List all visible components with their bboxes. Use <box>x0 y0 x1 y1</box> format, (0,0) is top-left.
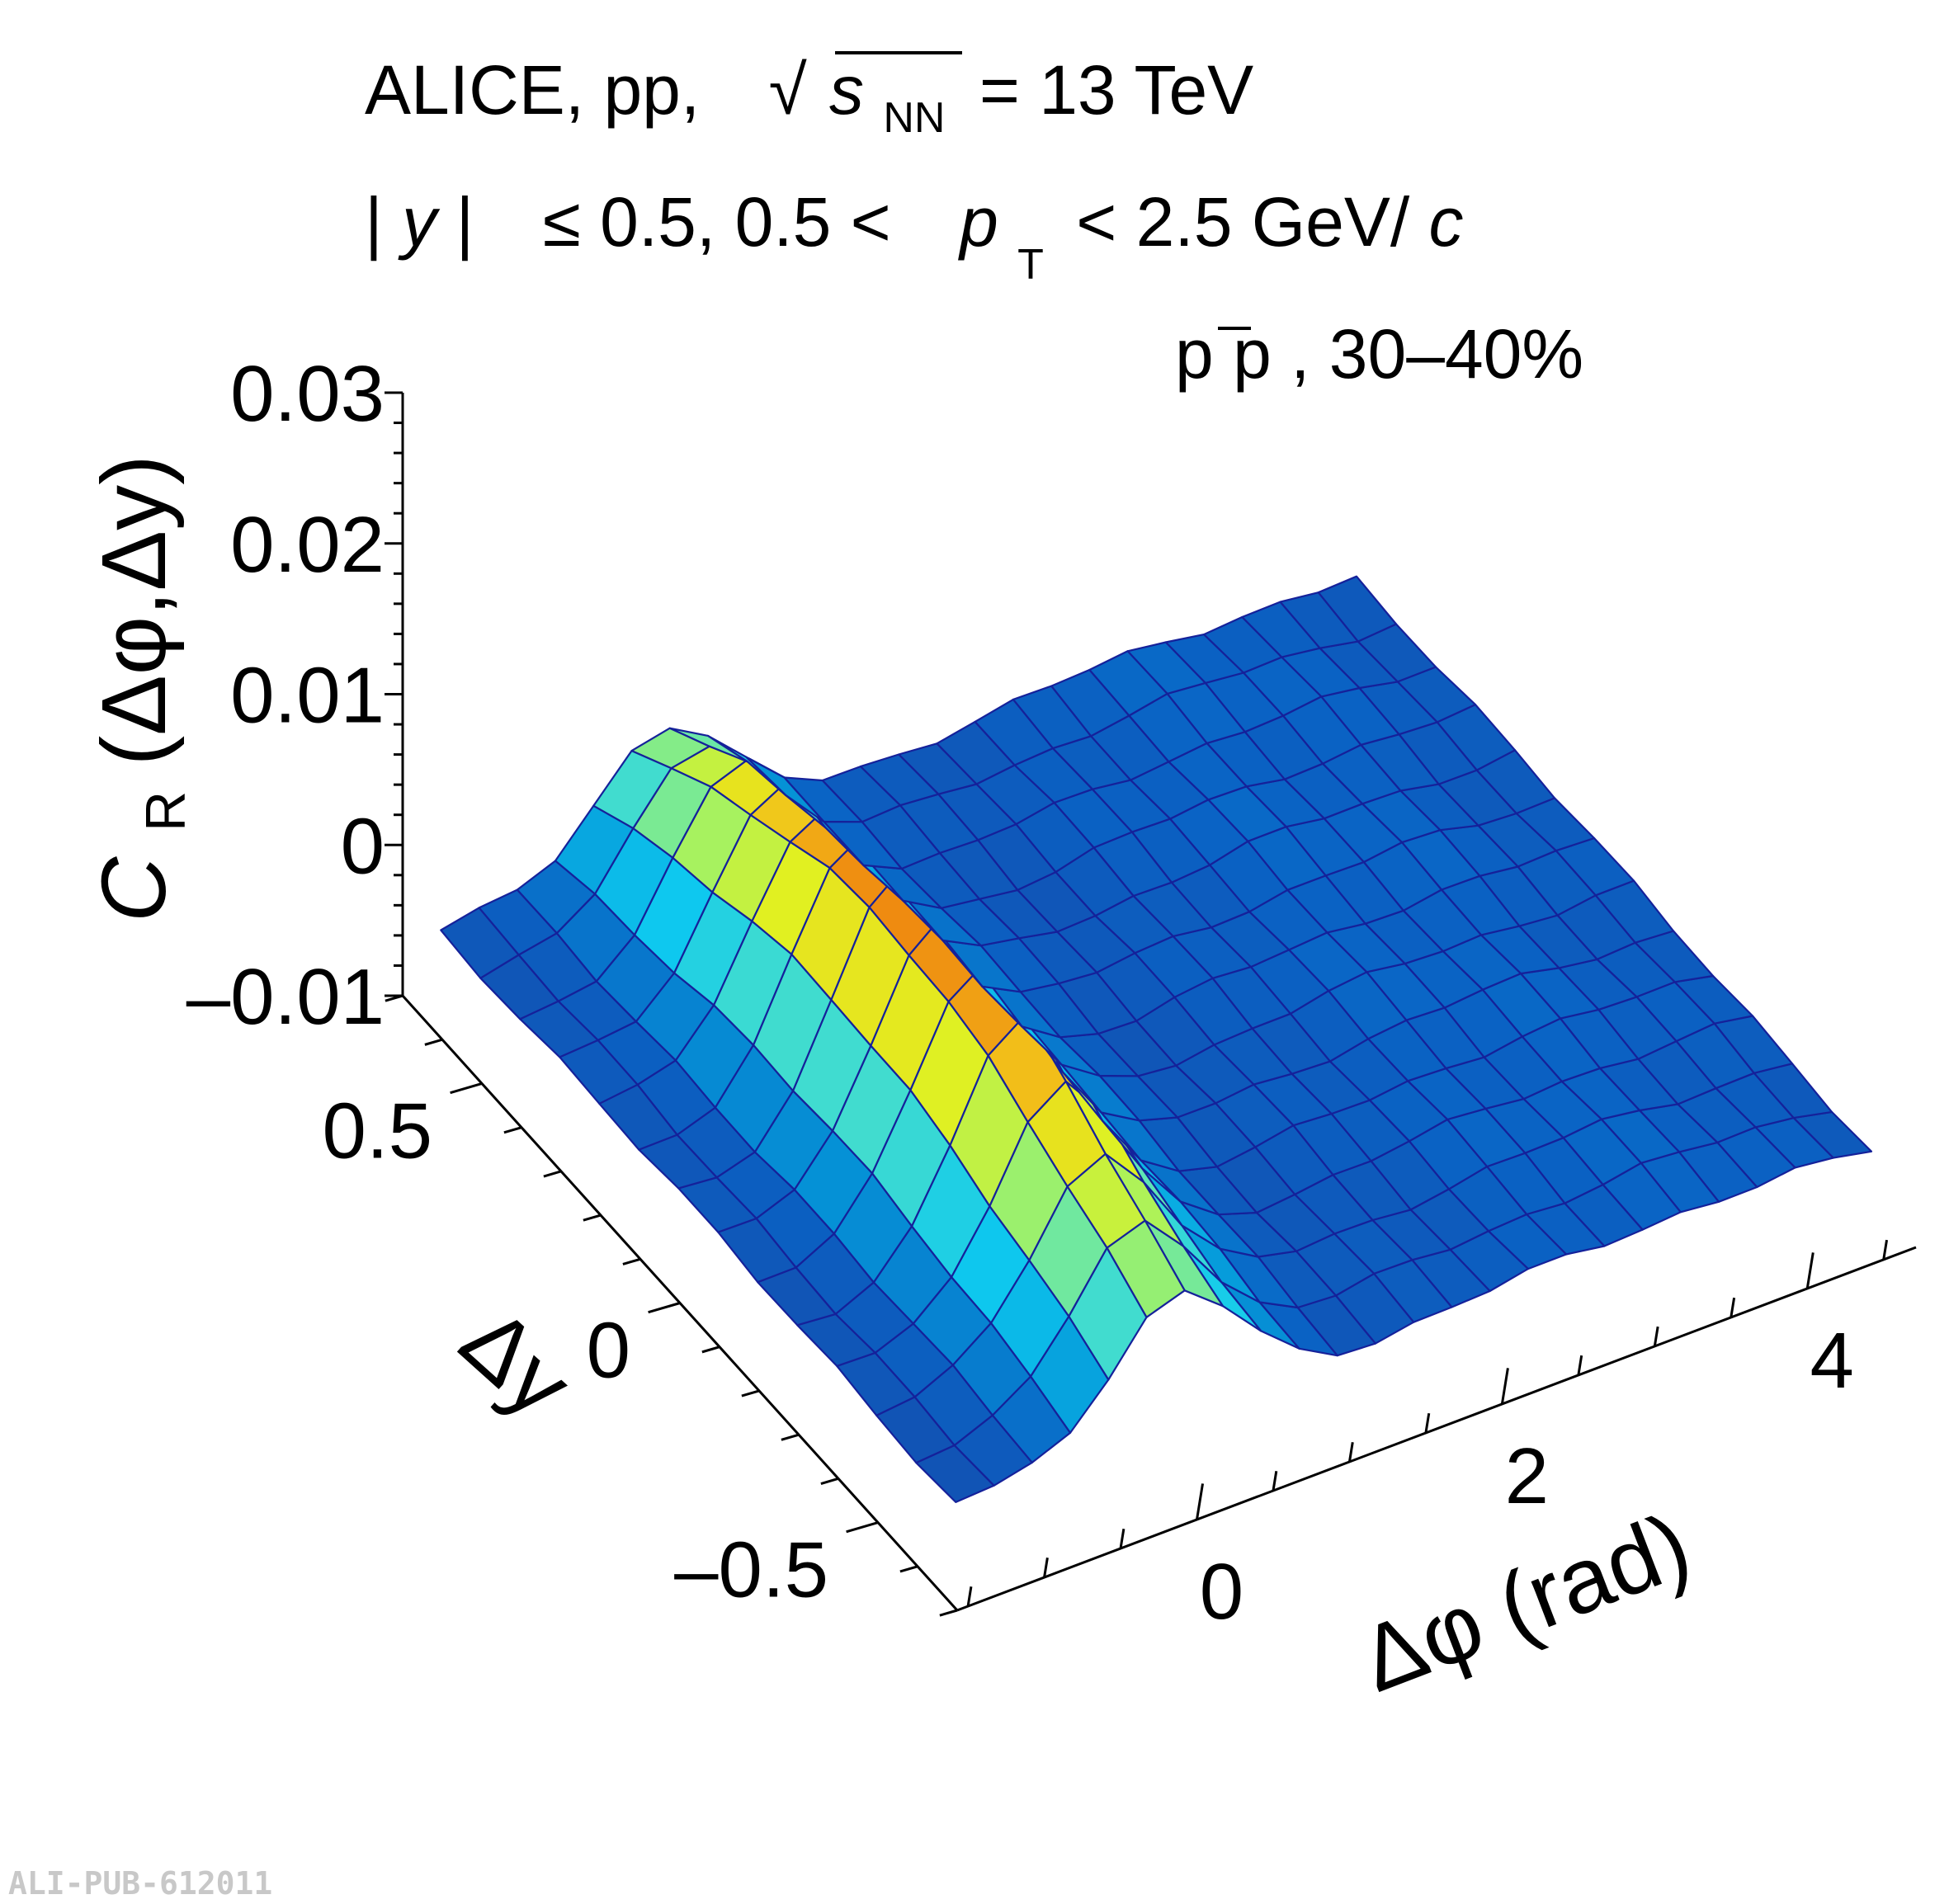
dphi-axis-tick <box>1653 1326 1659 1347</box>
z-tick-label: 0.01 <box>230 652 385 740</box>
dy-axis-title: Δy <box>441 1288 591 1436</box>
dy-axis-tick <box>648 1302 681 1314</box>
nn-subscript: NN <box>883 94 945 142</box>
dy-axis-tick <box>424 1038 443 1046</box>
pt-symbol: p <box>957 183 998 261</box>
dphi-axis-line <box>956 1246 1917 1612</box>
header-line-1: ALICE, pp, √ s NN = 13 TeV <box>365 51 1253 147</box>
s-symbol: s <box>829 51 864 129</box>
z-title-c: C <box>83 855 185 922</box>
header-line-2: | y | ≤ 0.5, 0.5 < p T < 2.5 GeV/ c <box>365 183 1464 294</box>
dy-axis-tick <box>503 1126 522 1134</box>
energy-label: = 13 TeV <box>979 51 1253 129</box>
z-tick-label: –0.01 <box>186 953 385 1041</box>
pair-label: p p , 30–40% <box>1175 315 1583 393</box>
experiment-label: ALICE, pp, <box>365 51 700 129</box>
dy-axis-tick <box>385 994 403 1002</box>
dphi-axis-tick <box>1882 1239 1889 1261</box>
abs-close: | <box>456 183 474 261</box>
dy-tick-label: 0.5 <box>323 1086 432 1175</box>
surface-mesh <box>440 575 1873 1504</box>
dphi-axis-tick <box>1119 1529 1126 1549</box>
dphi-axis-tick <box>1730 1297 1736 1318</box>
sqrt-symbol: √ <box>769 51 808 129</box>
z-axis-title: C R (Δφ,Δy) <box>83 455 205 922</box>
dy-axis-tick <box>741 1389 760 1397</box>
z-tick-label: 0.02 <box>230 501 385 589</box>
cut-text: ≤ 0.5, 0.5 < <box>543 183 891 261</box>
dphi-axis-tick <box>1347 1441 1354 1463</box>
z-tick-label: 0 <box>341 802 385 890</box>
dy-axis-tick <box>939 1609 958 1617</box>
dy-axis-tick <box>583 1214 602 1222</box>
dphi-tick-label: 4 <box>1810 1317 1854 1405</box>
dy-tick-label: 0 <box>587 1307 630 1395</box>
dphi-tick-label: 0 <box>1200 1548 1243 1636</box>
dy-axis-tick <box>701 1346 720 1354</box>
pt-range-text: < 2.5 GeV/ <box>1076 183 1410 261</box>
z-axis: –0.01 0 0.01 0.02 0.03 <box>186 350 404 1041</box>
dy-axis-tick <box>820 1477 839 1485</box>
z-tick-label: 0.03 <box>230 350 385 438</box>
pair-p: p <box>1175 315 1214 393</box>
watermark-label: ALI-PUB-612011 <box>8 1865 272 1902</box>
dy-axis: –0.5 0 0.5 <box>323 994 959 1617</box>
rapidity-symbol: y <box>398 183 441 261</box>
dy-axis-tick <box>543 1170 562 1178</box>
dy-axis-tick <box>450 1082 483 1095</box>
z-title-rest: (Δφ,Δy) <box>83 455 185 766</box>
dphi-tick-label: 2 <box>1505 1432 1549 1520</box>
dphi-axis-tick <box>1272 1470 1278 1492</box>
dy-axis-tick <box>899 1565 918 1573</box>
dphi-axis-tick <box>1805 1252 1815 1289</box>
dy-axis-tick <box>846 1521 879 1534</box>
c-symbol: c <box>1429 183 1464 261</box>
dphi-axis: 0 2 4 <box>956 1239 1917 1636</box>
dphi-axis-tick <box>1577 1355 1583 1376</box>
surface-cell <box>440 907 520 979</box>
dphi-axis-tick <box>1500 1368 1509 1405</box>
dphi-axis-tick <box>966 1586 973 1607</box>
dphi-axis-title: Δφ (rad) <box>1347 1492 1703 1711</box>
pt-subscript: T <box>1017 241 1044 289</box>
pair-rest: , 30–40% <box>1291 315 1583 393</box>
dy-axis-tick <box>781 1433 800 1441</box>
dy-tick-label: –0.5 <box>674 1526 828 1614</box>
z-title-r: R <box>134 791 197 832</box>
dphi-axis-tick <box>1043 1558 1049 1578</box>
abs-open: | <box>365 183 383 261</box>
dy-axis-tick <box>622 1257 641 1265</box>
dphi-axis-tick <box>1196 1483 1205 1520</box>
dphi-axis-tick <box>1424 1412 1431 1434</box>
